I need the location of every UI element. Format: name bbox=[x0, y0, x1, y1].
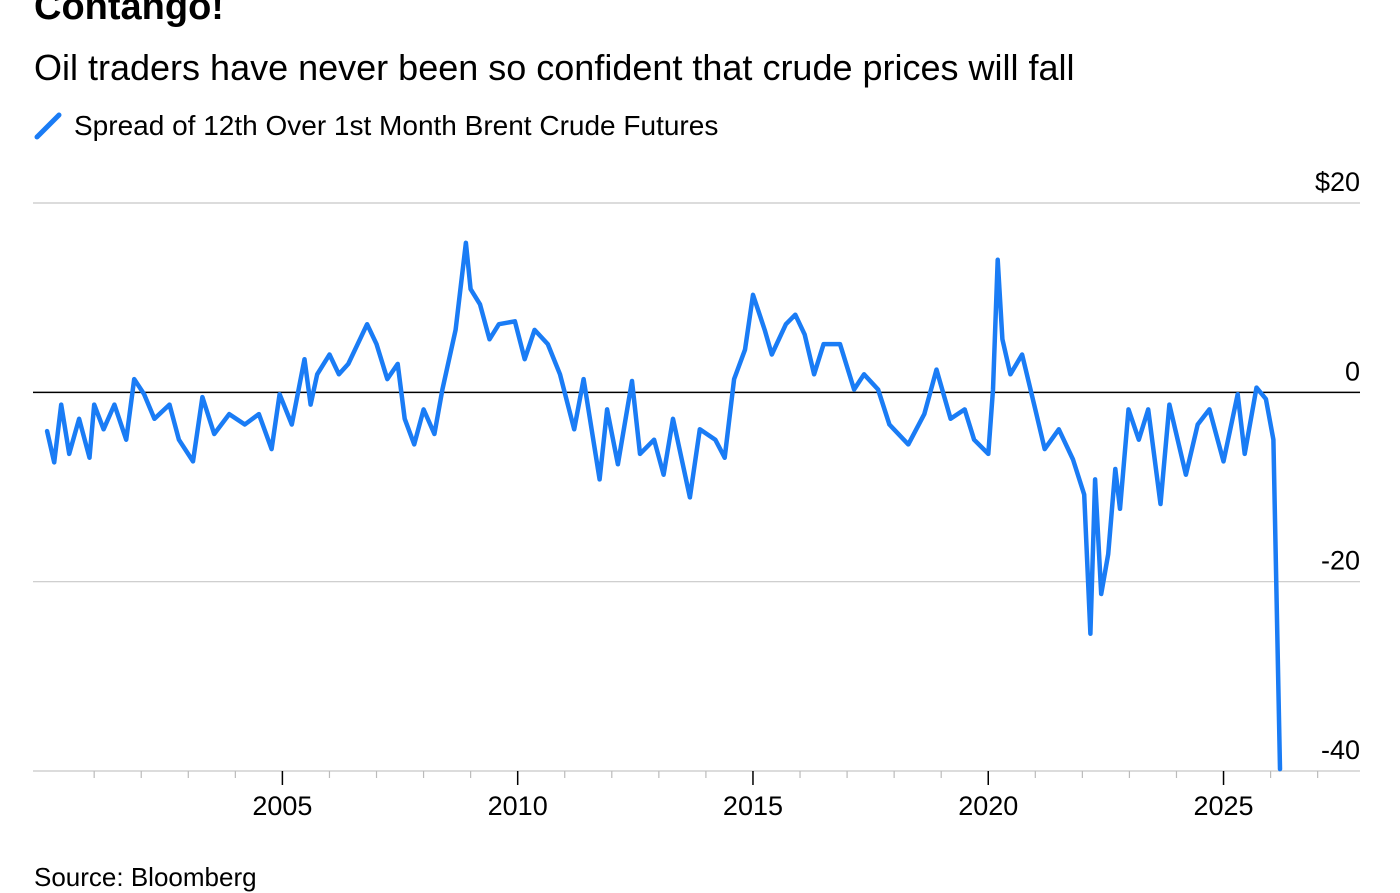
x-tick-label: 2020 bbox=[958, 791, 1018, 821]
x-tick-label: 2025 bbox=[1193, 791, 1253, 821]
line-chart: $20 0 -20 -40 2005 2010 2015 2020 2025 bbox=[33, 167, 1360, 821]
legend-label: Spread of 12th Over 1st Month Brent Crud… bbox=[74, 110, 719, 141]
series-line bbox=[44, 240, 1283, 772]
legend: Spread of 12th Over 1st Month Brent Crud… bbox=[34, 110, 718, 142]
y-tick-label: -20 bbox=[1321, 546, 1360, 576]
chart-title: Contango! bbox=[34, 0, 224, 28]
x-tick-label: 2010 bbox=[488, 791, 548, 821]
x-tick-label: 2015 bbox=[723, 791, 783, 821]
y-tick-label: 0 bbox=[1345, 356, 1360, 386]
source-note: Source: Bloomberg bbox=[34, 862, 257, 892]
y-tick-label: -40 bbox=[1321, 735, 1360, 765]
chart-subtitle: Oil traders have never been so confident… bbox=[34, 47, 1075, 88]
x-tick-label: 2005 bbox=[252, 791, 312, 821]
legend-swatch-icon bbox=[34, 112, 62, 140]
y-tick-label: $20 bbox=[1315, 167, 1360, 197]
